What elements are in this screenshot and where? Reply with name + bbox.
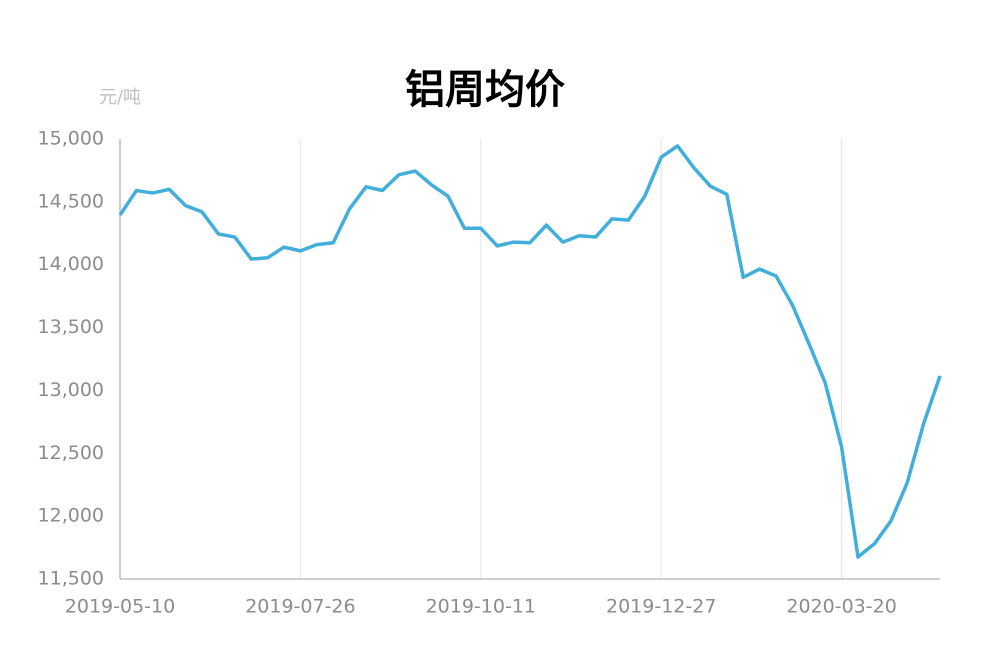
- line-series: [118, 144, 942, 559]
- x-tick-label: 2020-03-20: [786, 596, 896, 618]
- y-tick-label: 12,000: [38, 505, 104, 527]
- x-tick-label: 2019-07-26: [245, 596, 355, 618]
- y-tick-label: 13,000: [38, 379, 104, 401]
- x-tick-label: 2019-10-11: [426, 596, 536, 618]
- y-tick-label: 11,500: [38, 568, 104, 590]
- x-tick-label: 2019-05-10: [65, 596, 175, 618]
- y-tick-label: 15,000: [38, 128, 104, 150]
- x-tick-label: 2019-12-27: [606, 596, 716, 618]
- y-tick-label: 14,500: [38, 190, 104, 212]
- y-unit: 元/吨: [99, 87, 141, 108]
- y-tick-label: 12,500: [38, 442, 104, 464]
- y-tick-label: 14,000: [38, 253, 104, 275]
- y-tick-label: 13,500: [38, 316, 104, 338]
- chart-title: 铝周均价: [405, 67, 565, 113]
